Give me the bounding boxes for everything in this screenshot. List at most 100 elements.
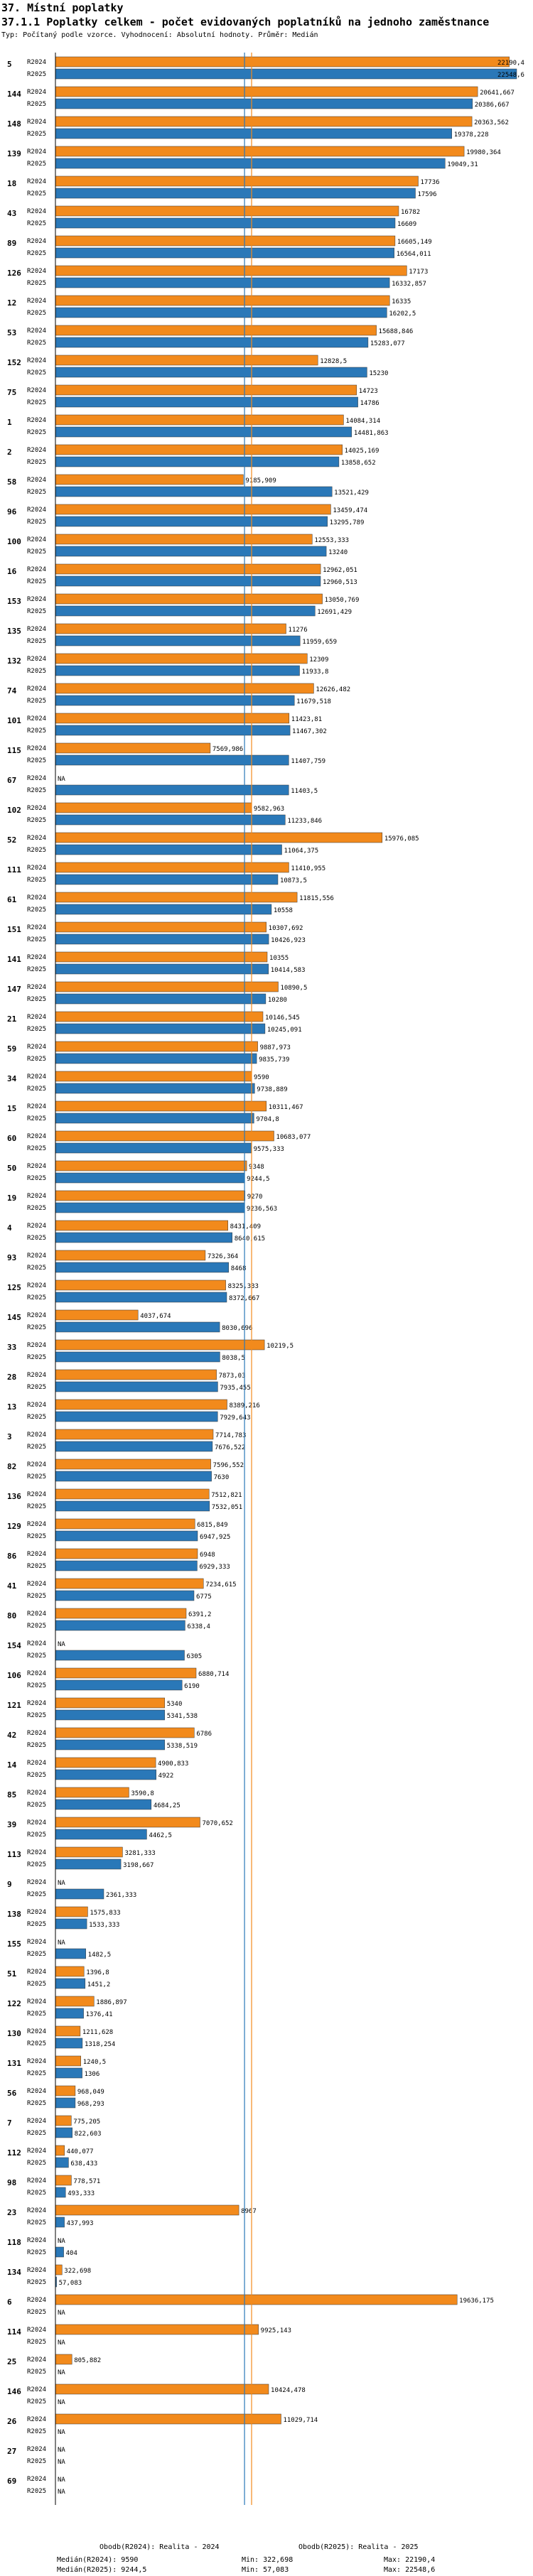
series-label: R2024 (27, 2327, 46, 2334)
group-label: 131 (7, 2059, 21, 2068)
bar-r2025-75 (55, 396, 358, 408)
series-label: R2025 (27, 1444, 46, 1451)
series-label: R2024 (27, 715, 46, 723)
bar-r2025-5 (55, 68, 517, 80)
series-label: R2025 (27, 519, 46, 526)
group-label: 53 (7, 328, 16, 337)
data-label-na: NA (58, 1880, 65, 1887)
data-label: 1533,333 (89, 1922, 119, 1929)
data-label: 19049,31 (447, 161, 478, 168)
data-label: 7234,615 (205, 1581, 236, 1589)
data-label: 6305 (186, 1653, 202, 1660)
bar-r2024-132 (55, 653, 308, 664)
series-label: R2024 (27, 1730, 46, 1737)
series-label: R2025 (27, 2100, 46, 2107)
data-label: 13459,474 (333, 507, 367, 514)
group-label: 74 (7, 686, 17, 696)
bar-r2024-42 (55, 1727, 195, 1738)
series-label: R2025 (27, 2339, 46, 2346)
bar-r2024-112 (55, 2145, 65, 2156)
data-label: 10424,478 (271, 2387, 306, 2394)
series-label: R2024 (27, 596, 46, 603)
series-label: R2024 (27, 178, 46, 185)
group-label: 61 (7, 895, 17, 904)
bar-r2024-152 (55, 355, 318, 366)
series-label: R2025 (27, 1682, 46, 1689)
series-label: R2025 (27, 1175, 46, 1182)
series-label: R2024 (27, 805, 46, 812)
group-label: 4 (7, 1223, 12, 1233)
data-label-na: NA (58, 2310, 65, 2317)
group-label: 130 (7, 2029, 21, 2038)
series-label: R2024 (27, 984, 46, 991)
group-label: 106 (7, 1671, 21, 1680)
series-label: R2025 (27, 2458, 46, 2465)
series-label: R2025 (27, 161, 46, 168)
data-label: 9835,739 (259, 1056, 289, 1064)
bar-r2024-4 (55, 1220, 228, 1231)
bar-r2025-51 (55, 1978, 86, 1989)
group-label: 139 (7, 149, 21, 158)
data-label: 1211,628 (82, 2029, 113, 2036)
bar-r2024-18 (55, 175, 419, 187)
series-label: R2025 (27, 250, 46, 257)
series-label: R2024 (27, 626, 46, 633)
series-label: R2025 (27, 2428, 46, 2435)
data-label: 6786 (196, 1731, 212, 1738)
bar-r2024-100 (55, 534, 313, 545)
group-label: 153 (7, 597, 21, 606)
chart-subtitle: Typ: Počítaný podle vzorce. Vyhodnocení:… (1, 31, 318, 39)
series-label: R2024 (27, 1670, 46, 1677)
data-label-na: NA (58, 776, 65, 783)
bar-r2025-3 (55, 1441, 213, 1452)
bar-r2024-23 (55, 2204, 239, 2216)
series-label: R2024 (27, 387, 46, 394)
group-label: 28 (7, 1373, 16, 1382)
data-label: 16782 (401, 209, 420, 216)
group-label: 59 (7, 1044, 16, 1054)
legend-2025: Obodb(R2025): Realita - 2025 (298, 2543, 419, 2551)
bar-r2024-139 (55, 146, 465, 157)
series-label: R2024 (27, 1849, 46, 1856)
series-label: R2025 (27, 757, 46, 764)
bar-r2025-144 (55, 98, 473, 109)
data-label-na: NA (58, 2238, 65, 2245)
series-label: R2024 (27, 1133, 46, 1140)
bar-r2024-74 (55, 683, 314, 694)
data-label: 6391,2 (188, 1611, 212, 1618)
group-label: 129 (7, 1522, 21, 1531)
bar-r2024-102 (55, 802, 252, 813)
series-label: R2025 (27, 936, 46, 943)
series-label: R2024 (27, 775, 46, 782)
group-label: 34 (7, 1074, 17, 1083)
data-label: 20386,667 (475, 102, 510, 109)
series-label: R2024 (27, 2267, 46, 2274)
bar-r2025-2 (55, 456, 340, 467)
series-label: R2025 (27, 996, 46, 1003)
group-label: 93 (7, 1253, 16, 1262)
bar-r2025-135 (55, 635, 301, 646)
group-label: 136 (7, 1492, 21, 1501)
series-label: R2024 (27, 686, 46, 693)
series-label: R2025 (27, 1981, 46, 1988)
series-label: R2024 (27, 2416, 46, 2423)
bar-r2025-147 (55, 993, 266, 1005)
bar-r2024-16 (55, 563, 321, 575)
series-label: R2024 (27, 1014, 46, 1021)
series-label: R2024 (27, 2356, 46, 2364)
bar-r2025-139 (55, 158, 446, 169)
series-label: R2024 (27, 2177, 46, 2185)
data-label: 8640,615 (235, 1235, 265, 1243)
group-label: 69 (7, 2477, 16, 2486)
data-label: 12962,051 (323, 567, 357, 574)
section-title: 37. Místní poplatky (1, 1, 124, 14)
bar-r2025-82 (55, 1471, 212, 1482)
bar-r2025-138 (55, 1918, 87, 1930)
data-label: 6815,849 (197, 1522, 227, 1529)
data-label: 775,205 (73, 2118, 100, 2126)
data-label: 10873,5 (280, 877, 307, 884)
bar-r2024-146 (55, 2383, 269, 2395)
bar-r2024-82 (55, 1459, 211, 1470)
group-label: 138 (7, 1910, 21, 1919)
series-label: R2025 (27, 1772, 46, 1779)
